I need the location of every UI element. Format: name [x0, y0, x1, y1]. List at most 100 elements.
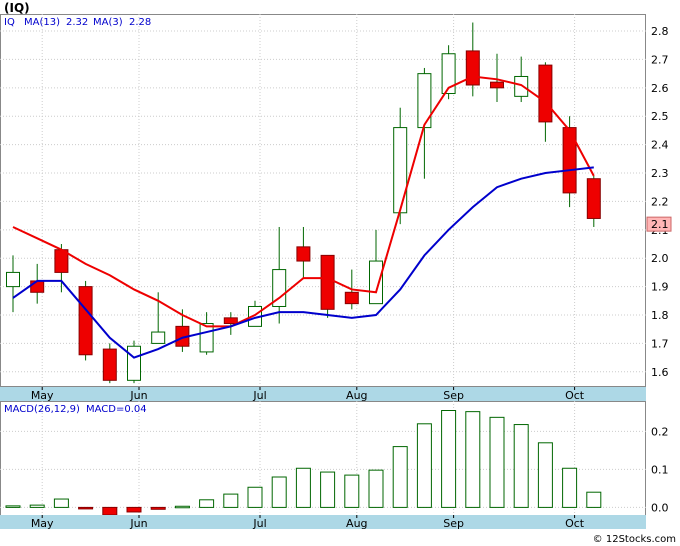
- candle-body-down: [102, 348, 117, 381]
- price-y-tick: 2.0: [651, 252, 669, 265]
- candle: [175, 309, 190, 352]
- candle-body-down: [562, 127, 577, 194]
- candle: [223, 312, 238, 335]
- macd-bar: [295, 467, 311, 508]
- macd-y-tick: 0.0: [651, 501, 669, 514]
- x-axis-label: Sep: [443, 517, 464, 530]
- macd-bar: [465, 411, 481, 508]
- candle: [296, 226, 311, 279]
- candle-body-up: [151, 331, 166, 344]
- macd-bar: [320, 471, 336, 508]
- price-y-tick: 1.7: [651, 337, 669, 350]
- macd-bar: [247, 486, 263, 508]
- macd-bar: [368, 469, 384, 508]
- candle: [127, 340, 141, 384]
- candle-body-down: [538, 64, 553, 123]
- price-y-tick: 2.8: [651, 25, 669, 38]
- macd-bar: [489, 416, 505, 508]
- macd-bar: [392, 446, 408, 508]
- candle: [78, 280, 93, 361]
- candle-body-up: [272, 269, 287, 307]
- x-axis-label: Jun: [129, 389, 147, 402]
- macd-x-axis: May Jun Jul Aug Sep Oct: [0, 515, 646, 530]
- candle-body-up: [6, 271, 20, 288]
- macd-legend-value: MACD=0.04: [86, 404, 147, 415]
- macd-y-axis: 0.0 0.1 0.2: [651, 425, 669, 514]
- price-panel: 1.61.71.81.92.02.12.22.32.42.52.62.72.8 …: [0, 14, 672, 387]
- x-axis-label: Sep: [443, 389, 464, 402]
- price-y-tick: 2.4: [651, 139, 669, 152]
- legend-ma3-value: 2.28: [129, 17, 151, 28]
- candle: [490, 53, 504, 103]
- candle-body-down: [30, 280, 45, 293]
- last-price-tag: 2.1: [646, 216, 672, 232]
- macd-bar: [199, 499, 215, 508]
- price-y-tick: 2.6: [651, 82, 669, 95]
- price-x-axis-band: [0, 387, 646, 401]
- candle: [369, 229, 383, 305]
- footer-credit: © 12Stocks.com: [593, 534, 676, 545]
- macd-bar: [441, 410, 457, 508]
- candle-body-up: [514, 75, 529, 97]
- x-axis-label: Aug: [346, 517, 367, 530]
- candle-body-down: [344, 291, 359, 305]
- macd-bar: [174, 505, 190, 509]
- x-axis-label: May: [31, 517, 54, 530]
- candle-body-down: [78, 286, 93, 356]
- macd-bar: [126, 506, 142, 513]
- candle: [586, 175, 601, 227]
- macd-bar: [513, 424, 529, 508]
- macd-bar: [344, 474, 360, 508]
- x-axis-label: Jun: [129, 517, 147, 530]
- x-axis-label: Aug: [346, 389, 367, 402]
- macd-bar: [150, 506, 166, 510]
- price-y-tick: 2.2: [651, 195, 669, 208]
- x-axis-label: Jul: [252, 389, 266, 402]
- candle-body-up: [441, 53, 456, 95]
- price-y-tick: 2.7: [651, 53, 669, 66]
- x-axis-label: Oct: [565, 389, 585, 402]
- price-y-tick: 1.8: [651, 309, 669, 322]
- last-price-tag-bg: [646, 216, 672, 232]
- macd-x-axis-band: [0, 515, 646, 529]
- candle-body-up: [369, 260, 383, 305]
- price-y-tick: 2.3: [651, 167, 669, 180]
- legend-symbol: IQ: [4, 17, 15, 28]
- macd-bar: [102, 506, 118, 516]
- price-y-tick: 1.9: [651, 281, 669, 294]
- macd-bar: [78, 506, 94, 510]
- x-axis-label: Oct: [565, 517, 585, 530]
- candle: [272, 226, 287, 324]
- macd-bar: [416, 423, 432, 508]
- price-y-tick: 2.5: [651, 110, 669, 123]
- price-x-labels: May Jun Jul Aug Sep Oct: [31, 387, 585, 402]
- candle: [538, 62, 553, 142]
- price-y-axis: 1.6 1.7 1.8 1.9 2.0 2.1 2.2 2.3 2.4 2.5 2.6 2.7 2.8: [651, 25, 669, 379]
- macd-bar-series: [5, 410, 602, 516]
- x-axis-label: Jul: [252, 517, 266, 530]
- macd-bar: [5, 505, 21, 508]
- macd-bar: [271, 476, 287, 508]
- candle: [441, 45, 456, 100]
- candle-body-down: [586, 178, 601, 219]
- candlestick-series: [6, 22, 601, 384]
- macd-panel: 0.0 0.1 0.2 MACD(26,12,9) MACD=0.04: [0, 401, 669, 516]
- macd-bar: [223, 493, 239, 508]
- last-price-label: 2.1: [651, 218, 669, 231]
- macd-bar: [537, 442, 553, 508]
- macd-x-labels: May Jun Jul Aug Sep Oct: [31, 515, 585, 530]
- legend-ma13-value: 2.32: [66, 17, 88, 28]
- macd-bar: [53, 498, 69, 508]
- macd-y-tick: 0.2: [651, 425, 669, 438]
- candle: [6, 255, 20, 313]
- macd-bar: [562, 467, 578, 508]
- price-x-axis: May Jun Jul Aug Sep Oct: [0, 387, 646, 402]
- candle-body-down: [465, 50, 480, 86]
- price-legend: IQ MA(13) 2.32 MA(3) 2.28: [4, 17, 151, 28]
- candle-body-up: [393, 127, 408, 214]
- price-panel-frame: [0, 14, 646, 387]
- candle-body-down: [490, 81, 504, 89]
- macd-bar: [29, 504, 45, 508]
- ma13-line: [12, 75, 595, 328]
- candle-body-down: [320, 254, 335, 310]
